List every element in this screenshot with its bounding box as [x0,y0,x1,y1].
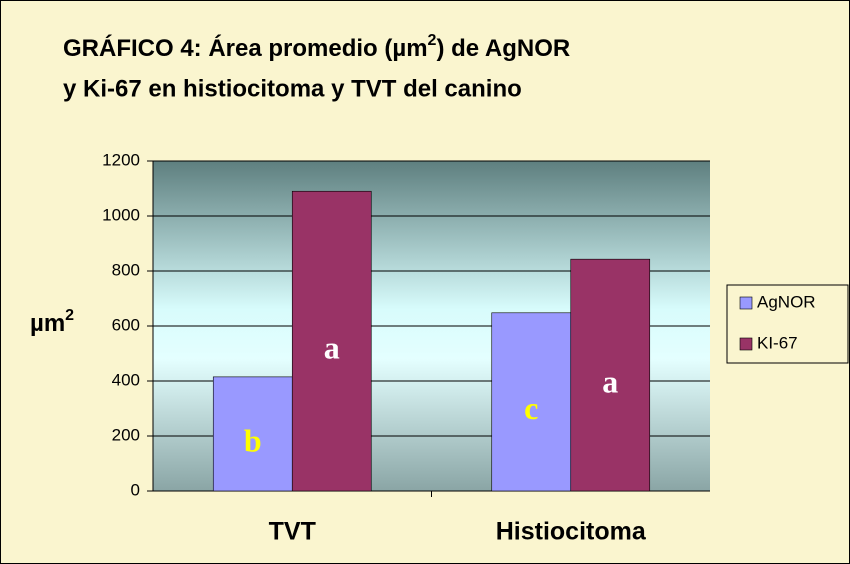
chart-title: GRÁFICO 4: Área promedio (µm2) de AgNOR [63,32,570,62]
y-tick-label: 1200 [102,150,140,169]
y-tick-label: 400 [112,370,140,389]
chart-title: y Ki-67 en histiocitoma y TVT del canino [63,75,522,102]
y-tick-label: 800 [112,260,140,279]
y-axis-label: µm2 [30,307,74,337]
bar-letter: b [244,422,262,458]
y-tick-label: 1000 [102,205,140,224]
legend-swatch [739,337,753,351]
x-tick-label: Histiocitoma [496,518,647,546]
y-tick-label: 0 [131,480,140,499]
bar [570,258,651,492]
bar [212,376,293,492]
y-tick-label: 200 [112,425,140,444]
legend-label: AgNOR [757,292,816,311]
bar [291,190,372,492]
bar [491,312,572,492]
x-tick-label: TVT [269,518,316,546]
y-tick-label: 600 [112,315,140,334]
bar-letter: a [324,329,340,365]
bar-letter: a [602,363,618,399]
bar-letter: c [524,390,538,426]
legend-swatch [739,296,753,310]
legend-label: KI-67 [757,333,798,352]
